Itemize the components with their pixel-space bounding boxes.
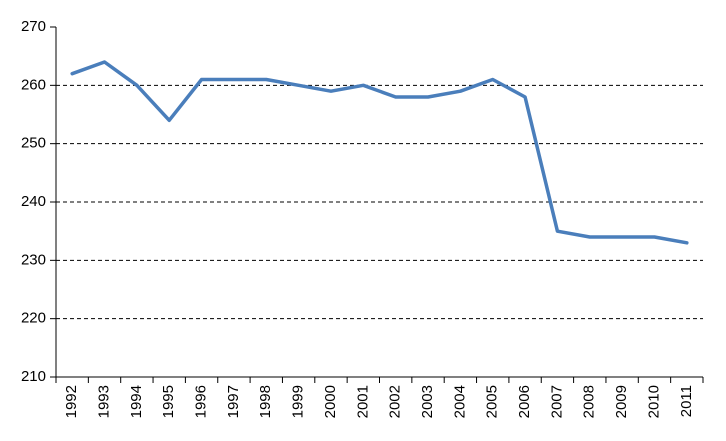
y-tick-label: 260: [21, 76, 46, 93]
x-tick-label: 1996: [193, 385, 210, 418]
x-tick-label: 1999: [290, 385, 307, 418]
x-tick-label: 2008: [581, 385, 598, 418]
x-tick-label: 2003: [419, 385, 436, 418]
data-line: [70, 60, 689, 245]
x-tick-label: 1998: [257, 385, 274, 418]
x-tick-label: 2011: [678, 385, 695, 417]
x-tick-label: 1993: [95, 385, 112, 418]
x-tick-label: 2002: [387, 385, 404, 418]
x-tick-label: 2001: [354, 385, 371, 418]
x-tick-label: 2010: [645, 385, 662, 418]
y-tick-label: 250: [21, 135, 46, 152]
y-tick-label: 220: [21, 310, 46, 327]
x-tick-label: 1997: [225, 385, 242, 418]
x-tick-label: 2006: [516, 385, 533, 418]
y-tick-label: 270: [21, 18, 46, 35]
x-tick-label: 2007: [548, 385, 565, 418]
x-tick-label: 1992: [63, 385, 80, 418]
y-tick-label: 240: [21, 193, 46, 210]
x-tick-label: 2005: [484, 385, 501, 418]
x-tick-label: 2000: [322, 385, 339, 418]
x-tick-label: 2009: [613, 385, 630, 418]
x-tick-label: 1994: [128, 385, 145, 418]
x-tick-label: 2004: [451, 385, 468, 418]
x-tick-label: 1995: [160, 385, 177, 418]
y-tick-label: 230: [21, 251, 46, 268]
y-tick-label: 210: [21, 368, 46, 385]
